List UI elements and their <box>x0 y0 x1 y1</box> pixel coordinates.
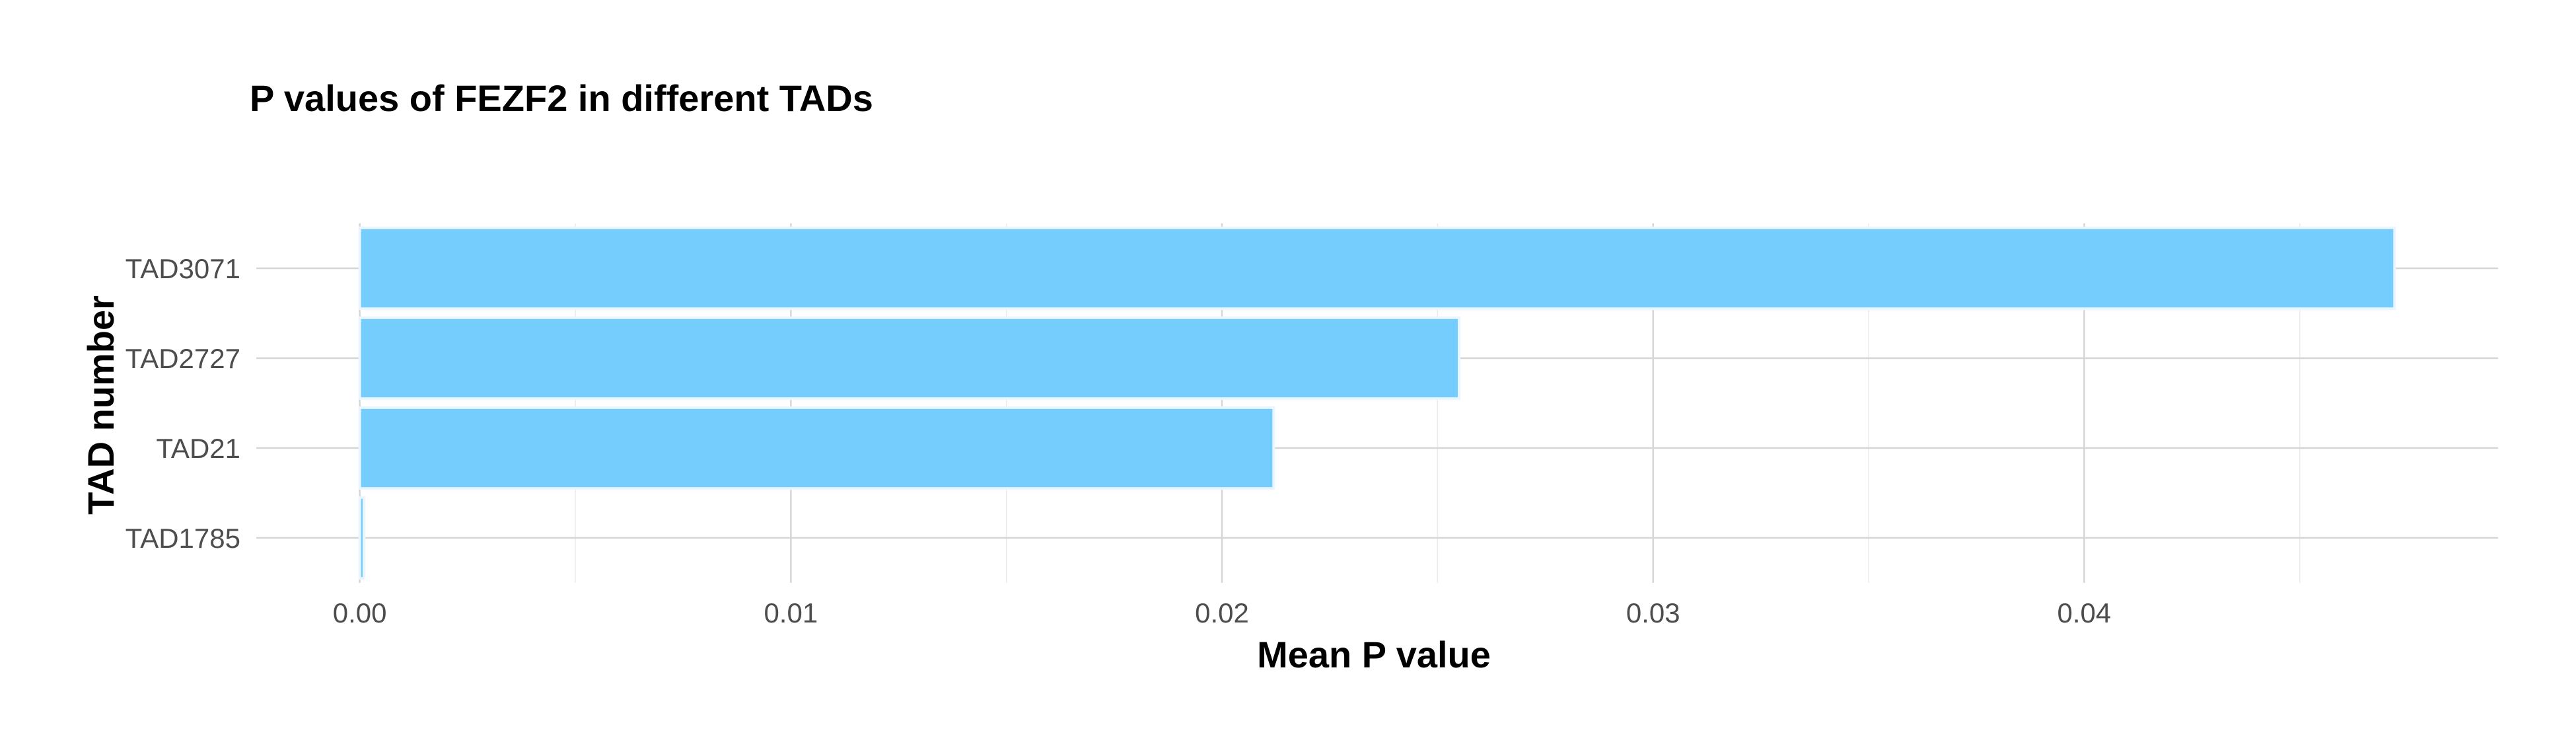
x-tick-labels: 0.00 0.01 0.02 0.03 0.04 <box>333 597 2112 628</box>
x-axis-title: Mean P value <box>1257 634 1491 675</box>
y-axis-title: TAD number <box>80 295 122 515</box>
bars <box>358 226 2396 580</box>
x-tick-label: 0.02 <box>1195 597 1249 628</box>
y-tick-label: TAD3071 <box>125 253 240 284</box>
y-tick-label: TAD21 <box>156 433 240 464</box>
x-tick-label: 0.03 <box>1626 597 1680 628</box>
y-tick-label: TAD2727 <box>125 343 240 374</box>
y-tick-label: TAD1785 <box>125 523 240 554</box>
bar-tad21 <box>358 406 1275 490</box>
x-tick-label: 0.01 <box>764 597 818 628</box>
chart-title: P values of FEZF2 in different TADs <box>250 77 873 119</box>
x-tick-label: 0.04 <box>2057 597 2112 628</box>
y-tick-labels: TAD3071 TAD2727 TAD21 TAD1785 <box>125 253 240 554</box>
bar-tad2727 <box>358 316 1461 400</box>
x-tick-label: 0.00 <box>333 597 387 628</box>
bar-tad1785 <box>358 496 366 580</box>
bar-tad3071 <box>358 226 2396 311</box>
